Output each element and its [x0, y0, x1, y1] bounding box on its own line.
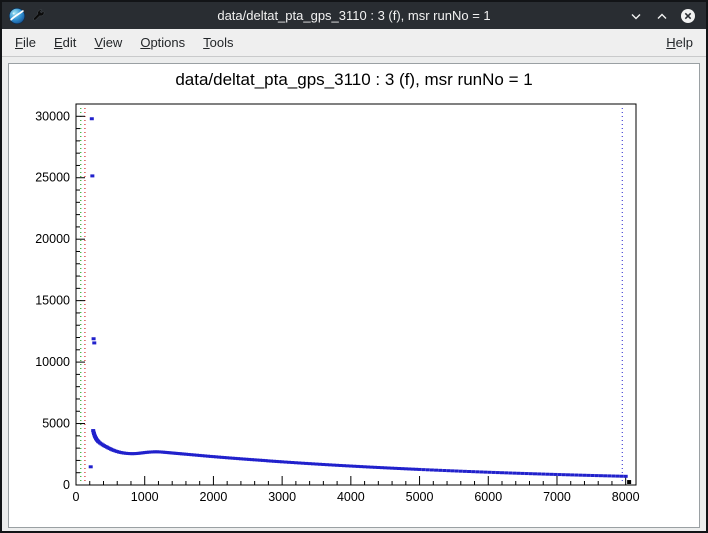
y-tick-label: 5000 [42, 417, 70, 431]
data-points [88, 117, 632, 485]
root-app-icon[interactable] [8, 7, 26, 25]
x-tick-label: 7000 [543, 490, 571, 504]
x-tick-label: 6000 [474, 490, 502, 504]
menu-view[interactable]: View [94, 35, 123, 50]
x-tick-label: 0 [73, 490, 80, 504]
y-tick-label: 0 [63, 478, 70, 492]
menu-help[interactable]: Help [666, 35, 693, 50]
plot-svg[interactable]: 0 1000 2000 3000 4000 5000 6000 7000 8000 0 5000 10… [9, 64, 699, 516]
maximize-button[interactable] [651, 5, 673, 27]
x-tick-label: 3000 [268, 490, 296, 504]
y-tick-label: 20000 [35, 232, 70, 246]
y-axis: 0 5000 10000 15000 20000 25000 30000 [35, 109, 85, 492]
y-tick-label: 25000 [35, 171, 70, 185]
x-tick-label: 4000 [337, 490, 365, 504]
y-tick-label: 10000 [35, 355, 70, 369]
plot-frame [75, 103, 637, 486]
titlebar[interactable]: data/deltat_pta_gps_3110 : 3 (f), msr ru… [2, 2, 706, 29]
x-tick-label: 5000 [406, 490, 434, 504]
minimize-button[interactable] [625, 5, 647, 27]
wrench-icon [32, 9, 46, 23]
plot-title: data/deltat_pta_gps_3110 : 3 (f), msr ru… [175, 70, 533, 89]
window-title: data/deltat_pta_gps_3110 : 3 (f), msr ru… [217, 8, 491, 23]
close-button[interactable] [677, 5, 699, 27]
y-tick-label: 30000 [35, 109, 70, 123]
menu-tools[interactable]: Tools [203, 35, 234, 50]
overflow-marker [627, 480, 632, 485]
y-tick-label: 15000 [35, 294, 70, 308]
x-tick-label: 2000 [200, 490, 228, 504]
x-tick-label: 1000 [131, 490, 159, 504]
canvas-area: 0 1000 2000 3000 4000 5000 6000 7000 8000 0 5000 10… [2, 57, 706, 531]
x-tick-label: 8000 [612, 490, 640, 504]
root-canvas[interactable]: 0 1000 2000 3000 4000 5000 6000 7000 8000 0 5000 10… [8, 63, 700, 528]
x-axis: 0 1000 2000 3000 4000 5000 6000 7000 8000 [73, 476, 640, 504]
menubar: File Edit View Options Tools Help [2, 29, 706, 57]
menu-options[interactable]: Options [140, 35, 186, 50]
menu-file[interactable]: File [15, 35, 36, 50]
marker-lines [80, 108, 623, 484]
menu-edit[interactable]: Edit [53, 35, 77, 50]
